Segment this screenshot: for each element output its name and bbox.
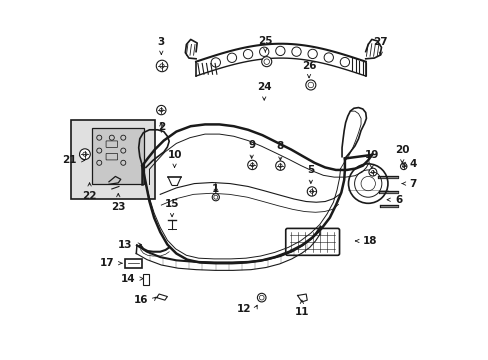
Text: 18: 18	[362, 236, 377, 246]
Bar	[70, 120, 155, 199]
Bar	[142, 274, 148, 285]
Circle shape	[306, 187, 316, 196]
Circle shape	[257, 293, 265, 302]
Text: 27: 27	[373, 37, 387, 47]
Circle shape	[156, 105, 165, 115]
Text: 17: 17	[100, 258, 115, 268]
Text: 16: 16	[134, 295, 148, 305]
Text: 13: 13	[118, 239, 132, 249]
Text: 20: 20	[394, 145, 409, 155]
Text: 8: 8	[276, 141, 284, 151]
Circle shape	[261, 57, 271, 67]
Text: 22: 22	[82, 191, 97, 201]
Circle shape	[247, 160, 257, 170]
Text: 10: 10	[167, 150, 182, 160]
Text: 26: 26	[301, 60, 316, 71]
Circle shape	[368, 168, 376, 176]
Text: 19: 19	[364, 150, 378, 160]
Circle shape	[212, 194, 219, 201]
Text: 11: 11	[294, 307, 308, 317]
Text: 25: 25	[258, 36, 272, 45]
Circle shape	[80, 149, 90, 159]
Text: 15: 15	[164, 199, 179, 209]
Circle shape	[156, 60, 167, 72]
Text: 23: 23	[111, 202, 125, 212]
Bar	[125, 259, 142, 268]
Circle shape	[400, 163, 406, 170]
Text: 14: 14	[120, 274, 135, 284]
Text: 3: 3	[157, 37, 164, 47]
Text: 1: 1	[212, 184, 219, 194]
Text: 21: 21	[62, 155, 77, 165]
Circle shape	[305, 80, 315, 90]
Text: 2: 2	[157, 122, 164, 132]
Text: 7: 7	[408, 179, 416, 189]
Circle shape	[275, 161, 285, 170]
Text: 5: 5	[306, 165, 314, 175]
Text: 24: 24	[256, 82, 271, 92]
Text: 12: 12	[236, 304, 250, 314]
Bar	[92, 128, 144, 184]
Text: 6: 6	[394, 195, 402, 205]
Text: 9: 9	[247, 140, 255, 149]
Text: 4: 4	[408, 159, 416, 169]
